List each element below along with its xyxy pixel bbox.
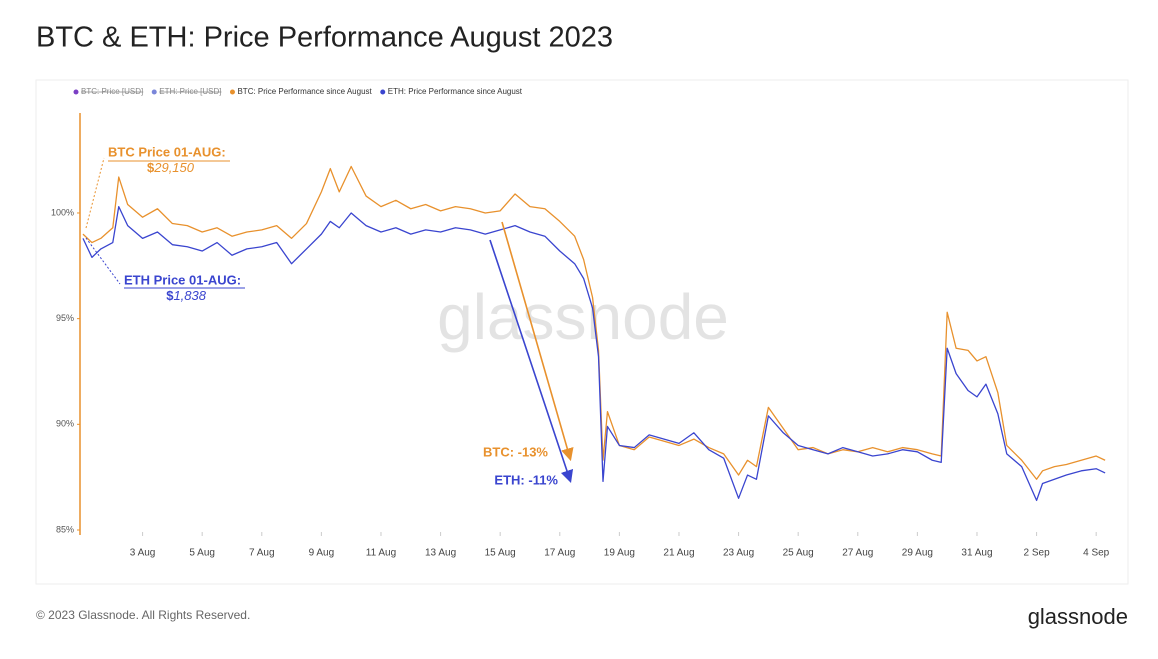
annotation: 1,838 — [173, 288, 206, 303]
logo: glassnode — [1028, 604, 1128, 629]
annotation: $ — [166, 288, 174, 303]
x-tick-label: 7 Aug — [249, 548, 275, 559]
legend-label[interactable]: BTC: Price [USD] — [81, 87, 143, 96]
arrow — [489, 239, 574, 484]
x-tick-label: 3 Aug — [130, 548, 156, 559]
annotation: $1,838 — [166, 288, 207, 303]
x-tick-label: 27 Aug — [842, 548, 873, 559]
annotation: $ — [147, 160, 155, 175]
x-tick-label: 19 Aug — [604, 548, 635, 559]
legend-swatch[interactable] — [229, 89, 235, 95]
chart-title: BTC & ETH: Price Performance August 2023 — [36, 22, 613, 54]
x-tick-label: 25 Aug — [783, 548, 814, 559]
legend-label[interactable]: ETH: Price [USD] — [159, 87, 221, 96]
annotation: 29,150 — [153, 160, 195, 175]
series-line — [82, 165, 1106, 480]
annotation: BTC: -13% — [483, 444, 548, 459]
legend-swatch[interactable] — [151, 89, 157, 95]
x-tick-label: 31 Aug — [961, 548, 992, 559]
x-tick-label: 29 Aug — [902, 548, 933, 559]
x-tick-label: 2 Sep — [1024, 548, 1051, 559]
annotation: BTC Price 01-AUG: — [108, 144, 226, 159]
legend-swatch[interactable] — [73, 89, 79, 95]
annotation: ETH Price 01-AUG: — [124, 272, 241, 287]
x-tick-label: 9 Aug — [309, 548, 335, 559]
series-line — [82, 205, 1106, 502]
annotation: ETH: -11% — [494, 472, 558, 487]
x-tick-label: 4 Sep — [1083, 548, 1110, 559]
arrow — [501, 221, 574, 462]
y-tick-label: 95% — [56, 313, 74, 323]
y-tick-label: 85% — [56, 524, 74, 534]
connector — [85, 237, 121, 285]
x-tick-label: 5 Aug — [189, 548, 215, 559]
plot: 85% 90% 95% 100% 3 Aug 5 Aug 7 Aug 9 Aug 11 Aug 1… — [51, 165, 1110, 559]
x-tick-label: 21 Aug — [663, 548, 694, 559]
y-tick-label: 90% — [56, 419, 74, 429]
chart-frame — [35, 79, 1129, 585]
watermark: glassnode — [437, 281, 729, 353]
x-tick-label: 23 Aug — [723, 548, 754, 559]
x-tick-label: 11 Aug — [366, 548, 396, 559]
connector — [85, 157, 105, 229]
legend: BTC: Price [USD] ETH: Price [USD] BTC: Pri… — [73, 87, 523, 96]
y-tick-label: 100% — [51, 207, 74, 217]
x-tick-label: 15 Aug — [485, 548, 516, 559]
x-tick-label: 13 Aug — [425, 548, 456, 559]
legend-swatch[interactable] — [380, 89, 386, 95]
legend-label[interactable]: BTC: Price Performance since August — [237, 87, 372, 96]
legend-label[interactable]: ETH: Price Performance since August — [388, 87, 523, 96]
annotation: $29,150 — [147, 160, 195, 175]
footer: © 2023 Glassnode. All Rights Reserved. — [36, 608, 250, 622]
x-tick-label: 17 Aug — [544, 548, 575, 559]
